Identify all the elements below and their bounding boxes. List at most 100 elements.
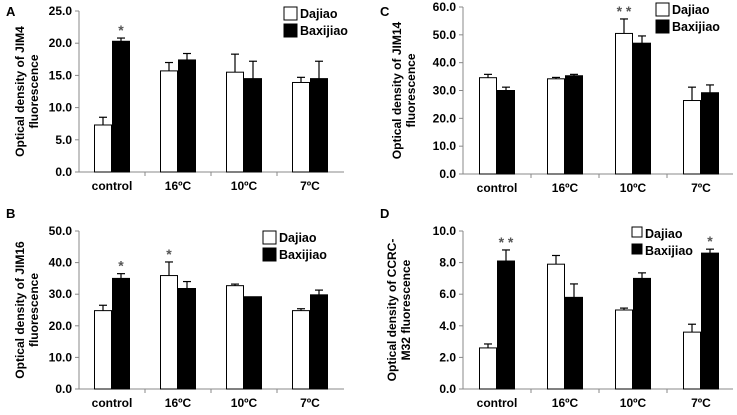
x-tick-label: 10ºC xyxy=(620,396,647,410)
bar-baxijiao-2 xyxy=(244,78,262,173)
bar-baxijiao-3 xyxy=(701,92,719,175)
bar-dajiao-1 xyxy=(160,70,178,173)
bar-dajiao-3 xyxy=(292,81,310,173)
legend-swatch-baxijiao xyxy=(655,19,670,34)
legend-swatch-dajiao xyxy=(655,2,670,17)
panel-letter: B xyxy=(6,206,15,221)
legend-label: Dajiao xyxy=(300,7,338,21)
x-tick-label: 16ºC xyxy=(165,179,192,193)
y-axis-label: M32 fluorescence xyxy=(399,259,413,360)
x-tick-label: control xyxy=(92,396,133,410)
y-tick-label: 0.0 xyxy=(55,382,72,396)
bar-dajiao-0 xyxy=(479,77,497,175)
y-axis-label: fluorescence xyxy=(27,273,41,347)
y-tick-label: 10.0 xyxy=(433,139,457,153)
panel-letter: D xyxy=(380,206,389,221)
x-tick-label: 10ºC xyxy=(231,179,258,193)
panel-D: D Optical density of CCRC- M32 fluorescenc… xyxy=(380,206,733,410)
bar-dajiao-1 xyxy=(547,263,565,390)
bar-baxijiao-1 xyxy=(565,75,583,175)
x-tick-label: control xyxy=(477,396,518,410)
significance-marker: * xyxy=(166,246,172,262)
y-axis-label: Optical density of JIM4 xyxy=(13,26,27,157)
bar-baxijiao-2 xyxy=(633,277,651,390)
y-tick-label: 20.0 xyxy=(49,319,73,333)
significance-marker: * * xyxy=(617,3,632,19)
bar-dajiao-2 xyxy=(226,285,244,390)
y-tick-label: 10.0 xyxy=(433,224,457,238)
bar-dajiao-0 xyxy=(94,124,112,173)
bar-dajiao-3 xyxy=(292,310,310,390)
y-tick-label: 4.0 xyxy=(439,319,456,333)
bar-dajiao-3 xyxy=(683,331,701,390)
bar-baxijiao-1 xyxy=(565,296,583,390)
x-tick-label: 16ºC xyxy=(165,396,192,410)
legend-label: Baxijiao xyxy=(645,244,693,258)
legend-swatch-dajiao xyxy=(631,226,643,238)
legend-swatch-dajiao xyxy=(262,230,277,245)
bar-dajiao-1 xyxy=(160,275,178,390)
legend-label: Dajiao xyxy=(279,231,317,245)
y-tick-label: 20.0 xyxy=(433,111,457,125)
legend-label: Dajiao xyxy=(645,227,683,241)
significance-marker: * xyxy=(118,258,124,274)
legend-label: Baxijiao xyxy=(672,20,720,34)
significance-marker: * xyxy=(118,22,124,38)
y-tick-label: 10.0 xyxy=(49,101,73,115)
y-tick-label: 8.0 xyxy=(439,256,456,270)
y-tick-label: 5.0 xyxy=(55,133,72,147)
panel-letter: A xyxy=(6,4,16,19)
panel-B: B Optical density of JIM16 fluorescence 0.0… xyxy=(6,206,344,410)
y-tick-label: 6.0 xyxy=(439,287,456,301)
y-tick-label: 50.0 xyxy=(49,224,73,238)
y-axis-label: Optical density of JIM14 xyxy=(390,21,404,159)
y-axis-label: Optical density of JIM16 xyxy=(13,241,27,379)
x-tick-label: 7ºC xyxy=(691,181,711,195)
y-tick-label: 10.0 xyxy=(49,350,73,364)
y-tick-label: 30.0 xyxy=(433,84,457,98)
legend-swatch-baxijiao xyxy=(283,23,298,38)
x-tick-label: 16ºC xyxy=(552,181,579,195)
y-tick-label: 40.0 xyxy=(49,256,73,270)
y-tick-label: 50.0 xyxy=(433,28,457,42)
y-tick-label: 0.0 xyxy=(439,382,456,396)
panel-A: A Optical density of JIM4 fluorescence 0.0 5… xyxy=(6,4,348,193)
legend-label: Dajiao xyxy=(672,3,710,17)
bar-dajiao-2 xyxy=(226,71,244,173)
bar-baxijiao-2 xyxy=(244,296,262,390)
x-tick-label: 7ºC xyxy=(691,396,711,410)
y-tick-label: 20.0 xyxy=(49,36,73,50)
legend-swatch-baxijiao xyxy=(262,247,277,262)
bar-dajiao-0 xyxy=(94,310,112,390)
x-tick-label: control xyxy=(477,181,518,195)
y-tick-label: 40.0 xyxy=(433,56,457,70)
bar-dajiao-1 xyxy=(547,78,565,175)
panel-letter: C xyxy=(380,4,390,19)
bar-dajiao-2 xyxy=(615,32,633,175)
y-tick-label: 60.0 xyxy=(433,0,457,14)
x-tick-label: 7ºC xyxy=(300,396,320,410)
y-tick-label: 0.0 xyxy=(439,167,456,181)
bar-baxijiao-3 xyxy=(310,78,328,173)
bar-baxijiao-0 xyxy=(497,260,515,390)
bar-baxijiao-3 xyxy=(310,294,328,390)
y-axis-label: fluorescence xyxy=(404,53,418,127)
bar-baxijiao-0 xyxy=(112,40,130,173)
y-axis-label: fluorescence xyxy=(27,54,41,128)
y-tick-label: 0.0 xyxy=(55,165,72,179)
significance-marker: * xyxy=(707,233,713,249)
bar-baxijiao-0 xyxy=(497,90,515,175)
significance-marker: * * xyxy=(499,234,514,250)
legend-swatch-dajiao xyxy=(283,6,298,21)
bar-baxijiao-1 xyxy=(178,59,196,173)
x-tick-label: control xyxy=(92,179,133,193)
y-tick-label: 30.0 xyxy=(49,287,73,301)
legend-swatch-baxijiao xyxy=(631,243,643,255)
y-tick-label: 2.0 xyxy=(439,350,456,364)
bar-dajiao-0 xyxy=(479,347,497,390)
bar-baxijiao-3 xyxy=(701,252,719,390)
x-tick-label: 10ºC xyxy=(231,396,258,410)
bar-dajiao-2 xyxy=(615,309,633,390)
